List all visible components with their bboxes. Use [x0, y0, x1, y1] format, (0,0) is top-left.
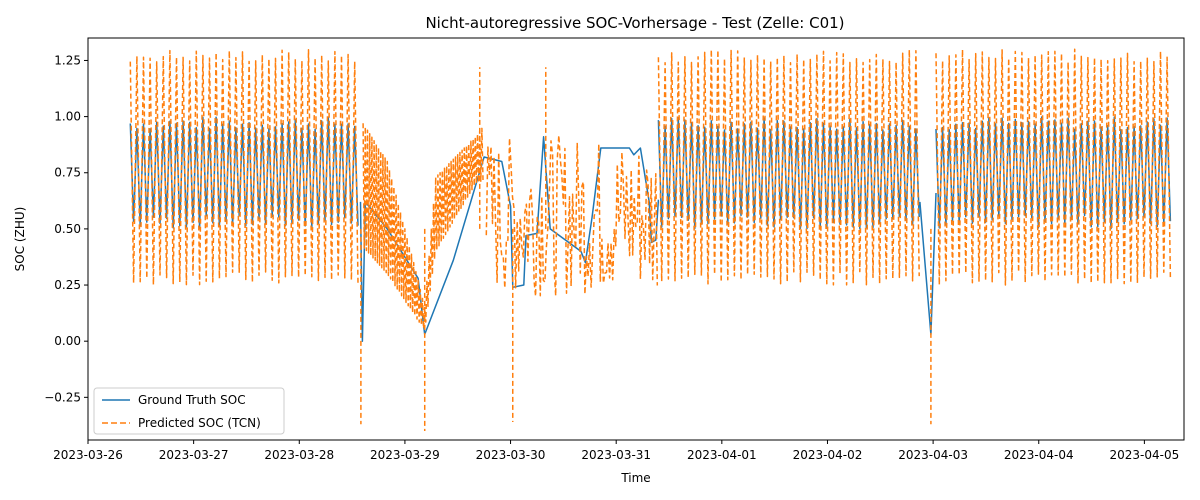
x-tick-label: 2023-03-26 — [53, 448, 123, 462]
y-tick-label: 0.75 — [54, 166, 81, 180]
x-axis: 2023-03-26 2023-03-27 2023-03-28 2023-03-29… — [53, 440, 1179, 462]
series-line — [362, 123, 484, 330]
series-line — [485, 134, 659, 297]
series-line — [129, 48, 359, 286]
chart-title: Nicht-autoregressive SOC-Vorhersage - Te… — [425, 14, 844, 32]
x-axis-label: Time — [620, 471, 650, 485]
y-tick-label: −0.25 — [44, 390, 81, 404]
x-tick-label: 2023-04-01 — [687, 448, 757, 462]
y-tick-label: 1.25 — [54, 53, 81, 67]
x-tick-label: 2023-04-03 — [898, 448, 968, 462]
legend: Ground Truth SOC Predicted SOC (TCN) — [93, 387, 285, 435]
plot-frame — [87, 37, 1185, 441]
legend-box — [93, 387, 285, 435]
x-tick-label: 2023-03-31 — [581, 448, 651, 462]
x-tick-label: 2023-03-30 — [476, 448, 546, 462]
x-tick-label: 2023-04-02 — [793, 448, 863, 462]
x-tick-label: 2023-04-05 — [1110, 448, 1180, 462]
x-tick-label: 2023-03-29 — [370, 448, 440, 462]
series-line — [657, 48, 920, 286]
series-line — [935, 48, 1172, 286]
legend-label-predicted: Predicted SOC (TCN) — [138, 416, 261, 430]
plot-series — [129, 48, 1172, 432]
x-tick-label: 2023-04-04 — [1004, 448, 1074, 462]
x-tick-label: 2023-03-28 — [264, 448, 334, 462]
legend-label-ground-truth: Ground Truth SOC — [138, 393, 246, 407]
y-axis: −0.25 0.00 0.25 0.50 0.75 1.00 1.25 — [44, 53, 88, 404]
series-1 — [129, 48, 1172, 432]
y-tick-label: 0.25 — [54, 278, 81, 292]
x-tick-label: 2023-03-27 — [159, 448, 229, 462]
y-tick-label: 0.50 — [54, 222, 81, 236]
y-axis-label: SOC (ZHU) — [13, 207, 27, 272]
series-line — [919, 192, 937, 336]
y-tick-label: 1.00 — [54, 110, 81, 124]
y-tick-label: 0.00 — [54, 334, 81, 348]
